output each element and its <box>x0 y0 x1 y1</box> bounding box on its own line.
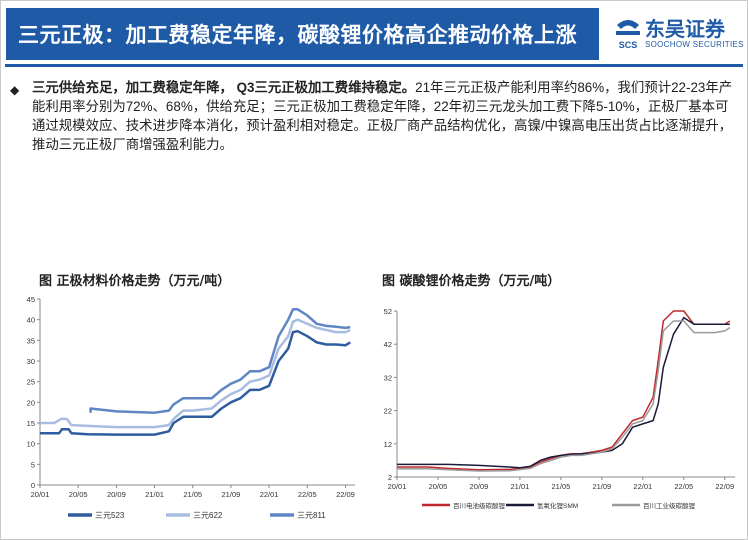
x-tick-label: 20/01 <box>388 482 407 491</box>
legend-label: 百川电池级碳酸锂 <box>453 501 506 510</box>
logo-mark-text: SCS <box>619 40 638 50</box>
brand-logo-icon: SCS <box>616 20 640 50</box>
y-tick-label: 40 <box>27 316 35 325</box>
x-tick-label: 21/01 <box>511 482 530 491</box>
x-tick-label: 21/05 <box>551 482 570 491</box>
chart-2-title: 图 碳酸锂价格走势（万元/吨） <box>382 274 561 289</box>
legend-label: 百川工业级碳酸锂 <box>643 501 696 510</box>
bullet-paragraph: ◆ 三元供给充足，加工费稳定年降， Q3三元正极加工费维持稳定。21年三元正极产… <box>10 78 738 154</box>
y-tick-label: 52 <box>384 307 392 316</box>
x-tick-label: 20/09 <box>107 490 126 499</box>
x-tick-label: 21/09 <box>592 482 611 491</box>
chart-1-title: 图 正极材料价格走势（万元/吨） <box>39 274 231 289</box>
diamond-bullet-icon: ◆ <box>10 83 20 97</box>
y-tick-label: 42 <box>384 340 392 349</box>
x-tick-label: 22/05 <box>298 490 317 499</box>
legend-label: 三元811 <box>297 511 326 520</box>
bullet-body: 21年三元正极产能利用率约86%，我们预计22-23年产能利用率分别为72%、6… <box>32 80 733 152</box>
y-tick-label: 10 <box>27 440 35 449</box>
series-line-0 <box>40 329 351 436</box>
title-bar: 三元正极：加工费稳定年降，碳酸锂价格高企推动价格上涨 <box>6 8 599 60</box>
bullet-lead-2: Q3三元正极加工费维持稳定。 <box>236 80 416 95</box>
legend-label: 氢氧化锂SMM <box>537 501 578 510</box>
x-tick-label: 21/01 <box>145 490 164 499</box>
x-tick-label: 20/01 <box>31 490 50 499</box>
legend-label: 三元523 <box>95 511 125 520</box>
series-line-2 <box>397 320 731 472</box>
series-line-1 <box>40 318 351 429</box>
x-tick-label: 22/05 <box>674 482 693 491</box>
y-tick-label: 0 <box>31 481 35 490</box>
y-tick-label: 5 <box>31 460 35 469</box>
brand-logo: SCS 东吴证券 SOOCHOW SECURITIES <box>613 15 743 57</box>
x-tick-label: 22/01 <box>260 490 279 499</box>
lithium-carbonate-price-chart: 2 12 22 32 42 52 20/01 20/05 20/09 21/01 21/05 21/0… <box>384 307 735 510</box>
legend-label: 三元622 <box>193 511 223 520</box>
y-tick-label: 2 <box>388 473 392 482</box>
x-tick-label: 20/05 <box>429 482 448 491</box>
x-tick-label: 20/09 <box>470 482 489 491</box>
x-tick-label: 21/09 <box>222 490 241 499</box>
slide-header: 三元正极：加工费稳定年降，碳酸锂价格高企推动价格上涨 SCS 东吴证券 SOOC… <box>1 1 747 63</box>
series-line-0 <box>397 310 731 471</box>
bullet-text: 三元供给充足，加工费稳定年降， Q3三元正极加工费维持稳定。21年三元正极产能利… <box>32 78 738 154</box>
cathode-price-chart: 0 5 10 15 20 25 30 35 40 45 20/01 20/05 20/09 21/01 21… <box>27 295 355 520</box>
slide-title: 三元正极：加工费稳定年降，碳酸锂价格高企推动价格上涨 <box>18 23 577 47</box>
x-tick-label: 22/09 <box>715 482 734 491</box>
series-line-1 <box>397 316 730 469</box>
series-line-2 <box>89 308 351 414</box>
y-tick-label: 25 <box>27 378 35 387</box>
y-tick-label: 12 <box>384 440 392 449</box>
y-tick-label: 15 <box>27 419 35 428</box>
x-tick-label: 21/05 <box>183 490 202 499</box>
logo-english-name: SOOCHOW SECURITIES <box>645 40 744 49</box>
header-divider <box>5 64 743 67</box>
x-tick-label: 22/09 <box>336 490 355 499</box>
bullet-lead: 三元供给充足，加工费稳定年降， <box>32 80 233 95</box>
y-tick-label: 35 <box>27 336 35 345</box>
y-tick-label: 45 <box>27 295 35 304</box>
y-tick-label: 32 <box>384 373 392 382</box>
x-tick-label: 22/01 <box>633 482 652 491</box>
y-tick-label: 20 <box>27 398 35 407</box>
y-tick-label: 30 <box>27 357 35 366</box>
y-tick-label: 22 <box>384 407 392 416</box>
x-tick-label: 20/05 <box>69 490 88 499</box>
logo-chinese-name: 东吴证券 <box>645 17 725 41</box>
